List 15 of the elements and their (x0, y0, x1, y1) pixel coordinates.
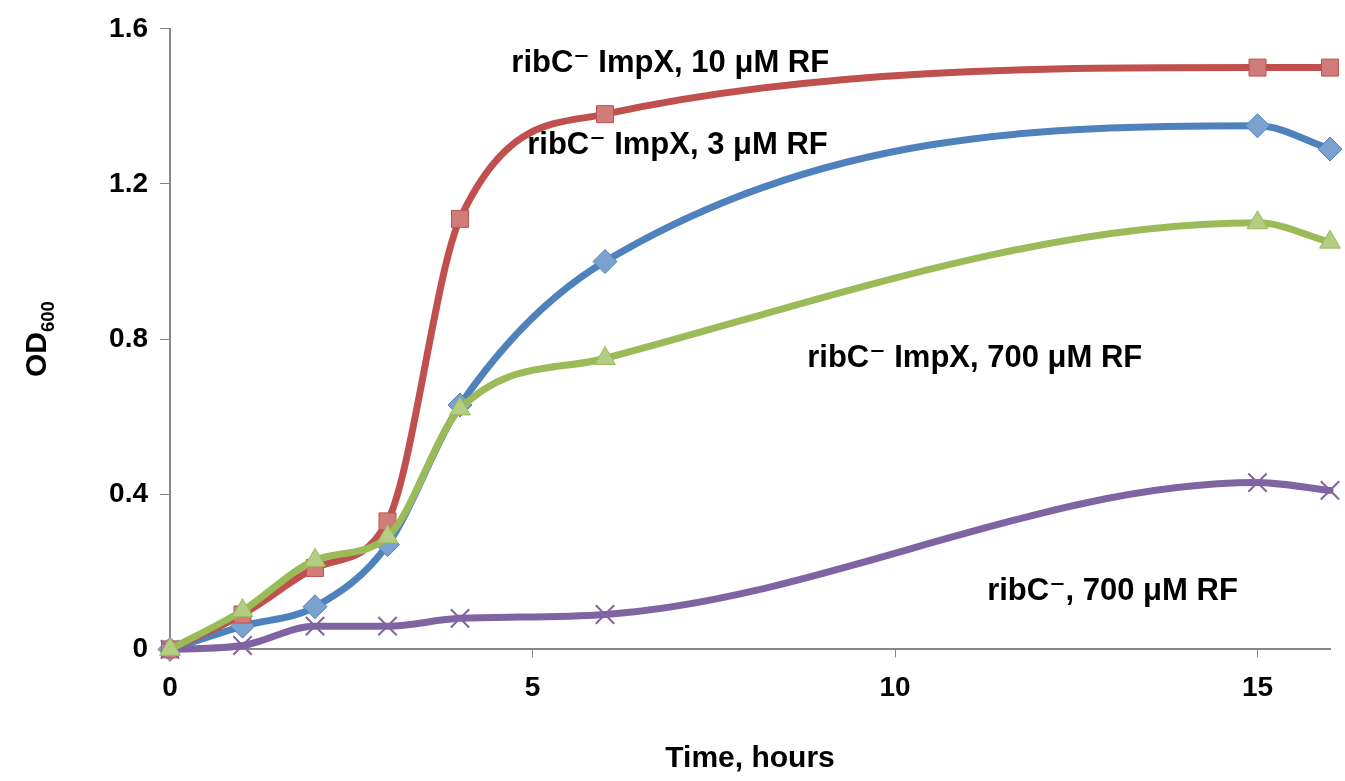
x-tick-label: 15 (1241, 670, 1274, 702)
x-tick-label: 10 (879, 670, 911, 702)
series-label: ribC⁻, 700 μM RF (987, 571, 1238, 607)
y-tick-label: 0.8 (109, 321, 148, 353)
series-label: ribC⁻ ImpX, 3 μM RF (527, 125, 828, 161)
x-tick-label: 0 (162, 670, 178, 702)
series-label: ribC⁻ ImpX, 10 μM RF (511, 44, 830, 80)
series-label: ribC⁻ ImpX, 700 μM RF (807, 339, 1143, 375)
x-axis-title: Time, hours (665, 740, 835, 774)
y-tick-label: 0 (132, 632, 148, 664)
y-tick-label: 1.2 (109, 166, 148, 198)
y-tick-label: 0.4 (109, 476, 149, 508)
y-axis-title: OD600 (19, 301, 58, 378)
y-tick-label: 1.6 (109, 11, 148, 43)
x-tick-label: 5 (524, 670, 541, 702)
